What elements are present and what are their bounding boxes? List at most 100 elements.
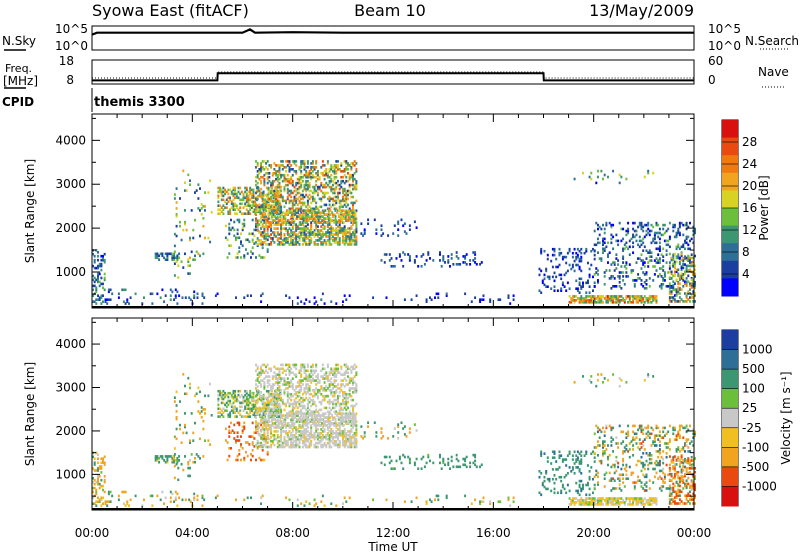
power-cell	[347, 197, 349, 201]
velocity-cell	[328, 400, 331, 404]
power-cell	[285, 201, 288, 205]
velocity-cell	[306, 379, 309, 382]
power-cell	[347, 168, 349, 171]
nave-right-tick-top: 60	[708, 54, 723, 68]
power-cell	[290, 189, 293, 193]
velocity-cell	[337, 396, 339, 400]
power-cell	[275, 227, 278, 230]
velocity-cell	[265, 369, 268, 373]
power-cell	[97, 294, 99, 297]
velocity-cell	[231, 429, 234, 432]
nave-series-line	[92, 71, 694, 79]
power-cell	[645, 287, 648, 290]
power-cell	[278, 181, 281, 185]
power-cell	[242, 192, 245, 196]
power-cell	[293, 233, 296, 236]
velocity-cell	[316, 381, 319, 384]
power-cell	[590, 177, 593, 181]
velocity-cell	[291, 428, 294, 431]
power-cell	[675, 300, 678, 303]
velocity-cell	[295, 400, 298, 404]
velocity-cell	[352, 377, 354, 380]
power-cell	[690, 278, 693, 281]
power-cell	[657, 253, 660, 256]
power-cell	[164, 252, 167, 256]
power-cell	[187, 260, 190, 263]
power-cell	[685, 223, 688, 227]
power-cell	[323, 193, 326, 197]
velocity-cell	[255, 400, 257, 404]
velocity-cell	[151, 494, 154, 498]
power-cell	[321, 243, 324, 246]
power-cell	[229, 188, 232, 192]
power-cell	[256, 162, 259, 165]
power-cell	[345, 160, 348, 163]
power-cell	[236, 256, 239, 259]
power-cell	[546, 253, 549, 257]
power-cell	[338, 229, 341, 232]
velocity-cell	[333, 422, 336, 425]
power-cell	[288, 189, 291, 193]
power-cell	[261, 231, 264, 234]
power-cell	[348, 207, 351, 211]
power-cell	[332, 170, 334, 173]
power-cell	[345, 162, 348, 165]
power-cell	[184, 220, 186, 224]
power-cell	[283, 185, 286, 189]
velocity-cell	[308, 437, 311, 441]
power-cell	[156, 254, 159, 258]
power-cell	[602, 247, 604, 251]
power-cell	[189, 183, 191, 186]
velocity-cell	[276, 379, 279, 382]
power-cell	[179, 197, 181, 200]
velocity-cell	[286, 434, 289, 437]
power-cell	[251, 218, 254, 222]
velocity-cell	[308, 387, 311, 390]
power-cell	[597, 301, 599, 304]
velocity-cell	[291, 363, 294, 367]
velocity-cell	[228, 431, 231, 434]
power-cell	[192, 258, 195, 261]
velocity-cell	[285, 381, 288, 384]
velocity-cell	[281, 424, 283, 427]
y-tick-label: 3000	[55, 177, 86, 191]
power-cell	[196, 292, 199, 296]
power-cell	[319, 211, 322, 214]
power-cell	[672, 223, 675, 227]
velocity-cell	[184, 423, 186, 427]
power-cell	[576, 247, 579, 251]
power-cell	[618, 281, 621, 284]
power-cell	[682, 223, 685, 227]
power-colorbar-label: Power [dB]	[757, 175, 771, 240]
power-cell	[658, 241, 661, 245]
power-cell	[345, 217, 348, 220]
velocity-cell	[263, 437, 266, 440]
power-cell	[217, 186, 220, 190]
velocity-cell	[258, 426, 261, 429]
power-cell	[612, 169, 615, 173]
power-cell	[595, 301, 598, 304]
velocity-cell	[244, 407, 247, 411]
power-cell	[585, 295, 588, 298]
velocity-cell	[171, 492, 174, 496]
power-cell	[311, 199, 314, 203]
power-cell	[682, 243, 685, 247]
power-cell	[630, 301, 633, 304]
power-cell	[545, 269, 548, 273]
power-cell	[291, 168, 294, 171]
velocity-cell	[333, 416, 336, 419]
power-cell	[245, 238, 247, 242]
velocity-cell	[247, 403, 250, 407]
power-cell	[597, 169, 599, 173]
power-cell	[692, 280, 695, 283]
power-cell	[447, 259, 450, 262]
power-cell	[249, 208, 252, 211]
velocity-cell	[265, 422, 268, 425]
beam-title: Beam 10	[354, 1, 426, 20]
power-cell	[310, 177, 313, 181]
power-cell	[278, 243, 281, 246]
power-cell	[244, 202, 247, 206]
velocity-cell	[298, 389, 301, 392]
power-cell	[337, 221, 340, 224]
power-cell	[343, 170, 346, 173]
